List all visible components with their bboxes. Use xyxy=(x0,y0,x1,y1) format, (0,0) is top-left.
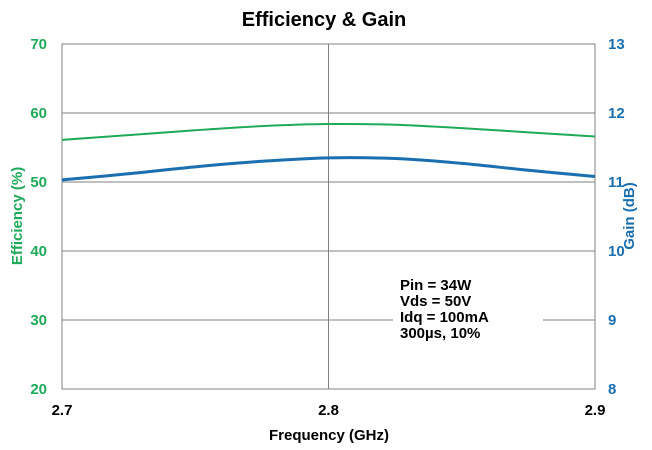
gain-series-line xyxy=(61,156,596,182)
test-condition-text: Pin = 34W xyxy=(400,277,472,294)
right-y-tick-label: 9 xyxy=(608,312,616,329)
left-y-tick-label: 60 xyxy=(30,105,47,122)
right-y-tick-label: 8 xyxy=(608,381,616,398)
left-y-tick-label: 30 xyxy=(30,312,47,329)
annotation-background xyxy=(393,273,543,355)
x-tick-label: 2.8 xyxy=(318,402,339,419)
left-y-tick-label: 50 xyxy=(30,174,47,191)
test-condition-text: Vds = 50V xyxy=(400,293,471,310)
x-tick-label: 2.7 xyxy=(52,402,73,419)
left-y-tick-label: 70 xyxy=(30,36,47,53)
right-y-tick-label: 10 xyxy=(608,243,625,260)
left-y-tick-label: 20 xyxy=(30,381,47,398)
right-y-axis-label: Gain (dB) xyxy=(621,182,638,250)
right-y-tick-label: 12 xyxy=(608,105,625,122)
x-axis-label: Frequency (GHz) xyxy=(269,427,389,444)
right-y-tick-label: 13 xyxy=(608,36,625,53)
efficiency-series-line xyxy=(61,122,596,141)
chart-title: Efficiency & Gain xyxy=(242,9,407,31)
test-condition-text: 300µs, 10% xyxy=(400,325,480,342)
test-condition-text: Idq = 100mA xyxy=(400,309,489,326)
x-tick-label: 2.9 xyxy=(585,402,606,419)
left-y-axis-label: Efficiency (%) xyxy=(9,167,26,265)
left-y-tick-label: 40 xyxy=(30,243,47,260)
right-y-tick-label: 11 xyxy=(608,174,624,191)
